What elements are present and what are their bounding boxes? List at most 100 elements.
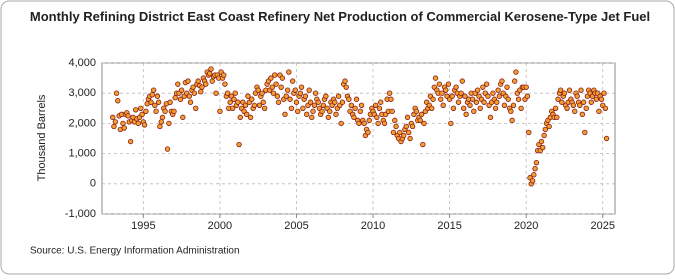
data-point xyxy=(540,144,546,151)
data-point xyxy=(438,96,444,102)
data-point xyxy=(127,138,134,145)
data-point xyxy=(428,105,435,111)
data-point xyxy=(458,90,464,96)
data-point xyxy=(162,108,168,115)
data-point xyxy=(112,119,119,125)
data-point xyxy=(541,132,547,139)
data-point xyxy=(390,129,397,136)
x-tick-label: 1995 xyxy=(131,220,155,232)
data-point xyxy=(166,120,172,127)
data-point xyxy=(249,96,255,102)
data-point xyxy=(259,90,265,96)
data-point xyxy=(531,172,537,178)
y-tick-label: 0 xyxy=(90,178,96,190)
y-tick-label: 4,000 xyxy=(68,57,96,69)
data-point xyxy=(199,84,205,90)
data-point xyxy=(153,108,159,115)
data-point xyxy=(418,111,425,118)
data-point xyxy=(397,129,403,136)
data-point xyxy=(353,96,360,102)
data-point xyxy=(203,81,209,87)
data-point xyxy=(310,108,316,115)
data-point xyxy=(154,93,161,99)
data-point xyxy=(523,84,529,90)
data-point xyxy=(598,96,605,102)
data-point xyxy=(282,111,288,118)
data-point xyxy=(272,72,278,78)
data-point xyxy=(473,99,480,105)
data-point xyxy=(292,87,298,93)
data-point xyxy=(149,92,155,98)
data-point xyxy=(135,120,141,127)
data-point xyxy=(346,96,352,102)
data-point xyxy=(570,102,577,108)
data-point xyxy=(566,87,573,93)
data-point xyxy=(227,99,233,105)
data-point xyxy=(510,102,517,108)
data-point xyxy=(193,105,199,111)
data-point xyxy=(138,105,144,111)
x-tick-label: 2020 xyxy=(514,220,538,232)
x-tick-label: 2015 xyxy=(437,220,461,232)
data-point xyxy=(403,123,409,130)
data-point xyxy=(471,108,477,115)
data-point xyxy=(564,105,570,111)
data-point xyxy=(374,114,380,121)
data-point xyxy=(270,90,277,96)
data-point xyxy=(439,90,445,96)
data-point xyxy=(559,99,565,105)
data-point xyxy=(113,90,120,96)
data-point xyxy=(440,102,446,108)
data-point xyxy=(406,129,412,136)
data-point xyxy=(372,102,379,108)
data-point xyxy=(139,111,145,118)
data-point xyxy=(499,78,505,84)
y-tick-label: 2,000 xyxy=(68,117,96,129)
data-point xyxy=(115,98,121,104)
data-point xyxy=(297,90,304,96)
data-point xyxy=(319,108,325,115)
data-point xyxy=(449,93,455,99)
data-point xyxy=(546,123,552,130)
data-point xyxy=(235,99,241,105)
data-point xyxy=(554,114,560,121)
data-point xyxy=(177,96,184,102)
chart-title: Monthly Refining District East Coast Ref… xyxy=(29,9,651,24)
data-point xyxy=(430,96,436,102)
data-point xyxy=(261,105,268,111)
data-point xyxy=(333,111,339,118)
data-point xyxy=(579,111,586,118)
data-point xyxy=(180,114,186,121)
data-point xyxy=(175,81,181,87)
data-point xyxy=(343,84,349,90)
data-point xyxy=(244,111,250,118)
data-point xyxy=(187,99,194,105)
data-point xyxy=(480,84,486,90)
data-point xyxy=(487,114,494,121)
data-point xyxy=(148,99,154,105)
data-point xyxy=(287,96,293,102)
data-point xyxy=(209,78,215,84)
data-point xyxy=(365,129,371,136)
data-point xyxy=(312,90,319,96)
data-point xyxy=(158,119,164,125)
data-point xyxy=(332,99,338,105)
data-point xyxy=(582,129,588,136)
data-point xyxy=(509,117,515,124)
data-point xyxy=(274,93,281,99)
data-point xyxy=(513,69,519,75)
data-point xyxy=(300,105,306,111)
data-point xyxy=(275,99,282,105)
data-point xyxy=(150,87,157,93)
data-point xyxy=(260,99,266,105)
data-point xyxy=(309,114,315,121)
data-point xyxy=(463,111,469,118)
data-point xyxy=(361,120,367,127)
x-tick-label: 2000 xyxy=(208,220,232,232)
data-point xyxy=(432,75,439,81)
data-point xyxy=(315,99,321,105)
source-note: Source: U.S. Energy Information Administ… xyxy=(30,246,240,257)
data-point xyxy=(251,102,258,108)
data-point xyxy=(348,102,355,108)
plot-area xyxy=(101,62,616,215)
